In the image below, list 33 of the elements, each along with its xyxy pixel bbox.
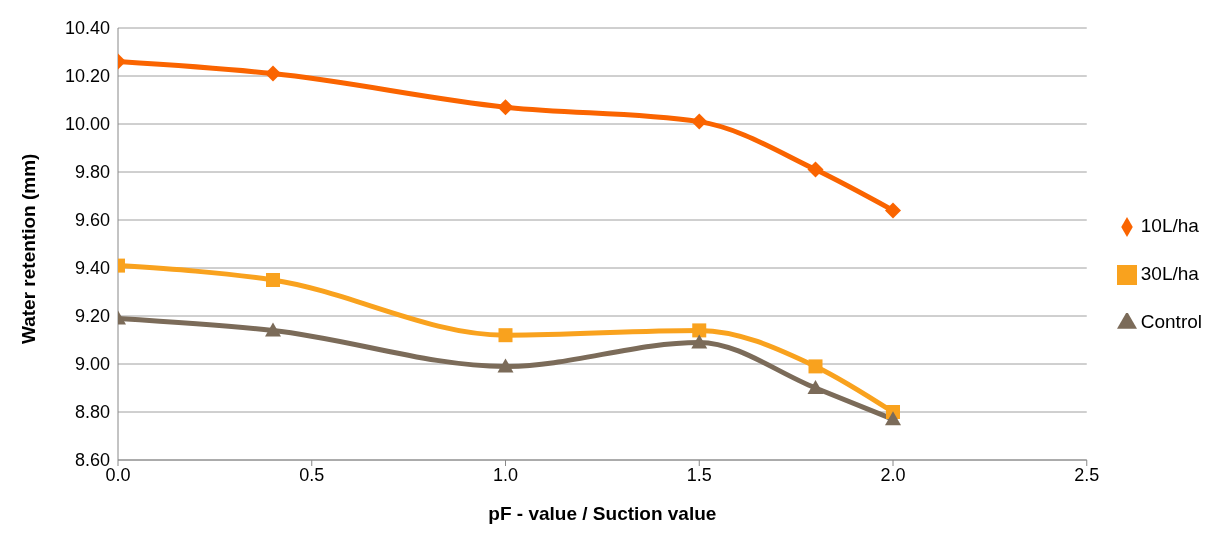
y-axis-title: Water retention (mm) bbox=[17, 153, 39, 344]
point bbox=[497, 99, 514, 116]
point bbox=[691, 113, 708, 130]
point bbox=[265, 65, 281, 82]
point bbox=[498, 328, 513, 343]
point bbox=[692, 323, 707, 338]
x-tick-label: 2.0 bbox=[880, 464, 906, 485]
point bbox=[885, 202, 901, 219]
point bbox=[808, 359, 823, 374]
y-tick-label: 9.20 bbox=[74, 306, 110, 327]
legend-label: Control bbox=[1140, 311, 1202, 332]
legend-label: 30L/ha bbox=[1140, 263, 1199, 284]
y-tick-label: 8.80 bbox=[74, 402, 110, 423]
y-tick-label: 9.00 bbox=[74, 354, 110, 375]
y-tick-label: 10.00 bbox=[64, 114, 110, 135]
point bbox=[885, 411, 901, 426]
x-axis-title: pF - value / Suction value bbox=[488, 503, 717, 524]
x-tick-label: 1.5 bbox=[686, 464, 712, 485]
x-tick-label: 2.5 bbox=[1074, 464, 1100, 485]
x-tick-label: 0.5 bbox=[299, 464, 325, 485]
point bbox=[265, 322, 281, 337]
point bbox=[497, 358, 514, 373]
y-tick-label: 10.40 bbox=[64, 18, 110, 39]
legend-label: 10L/ha bbox=[1140, 215, 1199, 236]
y-tick-label: 9.40 bbox=[74, 258, 110, 279]
point bbox=[691, 334, 708, 349]
point bbox=[807, 380, 824, 394]
y-tick-label: 9.60 bbox=[74, 210, 110, 231]
point bbox=[807, 161, 824, 178]
point bbox=[266, 273, 280, 287]
x-tick-label: 1.0 bbox=[492, 464, 519, 485]
y-tick-label: 9.80 bbox=[74, 162, 110, 183]
y-tick-label: 10.20 bbox=[64, 66, 110, 87]
